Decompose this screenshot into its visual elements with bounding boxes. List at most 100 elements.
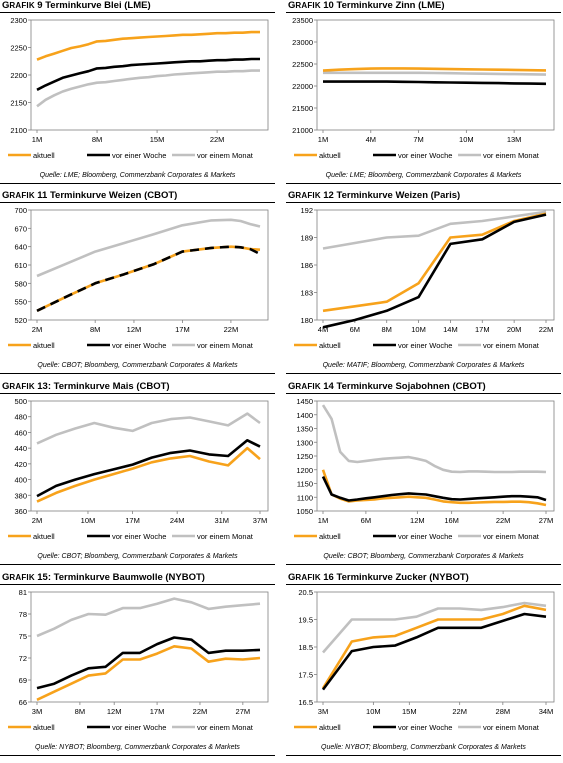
x-tick-label: 22M [193, 707, 208, 716]
chart-svg: 2100 2150 2200 2250 2300 1M 8M 15M 22M aktuell vor… [8, 16, 269, 160]
y-tick-label: 69 [19, 676, 27, 685]
x-tick-label: 22M [452, 707, 467, 716]
y-tick-label: 186 [300, 261, 313, 270]
series-line-woche [36, 438, 261, 498]
x-tick-label: 13M [507, 135, 522, 144]
x-tick-label: 4M [318, 325, 328, 334]
series-line-monat [36, 412, 261, 445]
chart-title-number: 13: [37, 381, 54, 392]
y-tick-label: 2300 [10, 16, 27, 25]
x-tick-label: 6M [361, 516, 371, 525]
y-tick-label: 400 [14, 476, 27, 485]
x-tick-label: 24M [170, 516, 185, 525]
legend-label: vor einer Woche [112, 723, 166, 732]
chart-title: GRAFIK 12 Terminkurve Weizen (Paris) [288, 190, 460, 201]
legend-label: aktuell [33, 723, 55, 732]
x-tick-label: 4M [366, 135, 376, 144]
y-tick-label: 81 [19, 588, 27, 597]
chart-title-text: Terminkurve Weizen (Paris) [336, 190, 461, 201]
y-tick-label: 22500 [292, 60, 313, 69]
chart-title-prefix-rest: RAFIK [295, 573, 324, 582]
chart-title-prefix-rest: RAFIK [9, 1, 38, 10]
series-line-monat [321, 404, 547, 474]
x-tick-label: 34M [539, 707, 554, 716]
series-line-woche [36, 245, 261, 312]
x-tick-label: 10M [411, 325, 426, 334]
plot-area-frame [30, 591, 269, 703]
series-line-woche [321, 476, 547, 502]
x-tick-label: 10M [459, 135, 474, 144]
series-line-aktuell [36, 30, 260, 61]
x-tick-label: 12M [127, 325, 142, 334]
chart-svg: 1050 1100 1150 1200 1250 1300 1350 1400 1450 1M 6M… [294, 397, 555, 541]
chart-title-text: Terminkurve Zucker (NYBOT) [336, 572, 469, 583]
x-tick-label: 1M [318, 516, 328, 525]
x-tick-label: 27M [236, 707, 251, 716]
x-tick-label: 17M [175, 325, 190, 334]
y-tick-label: 1350 [296, 425, 313, 434]
chart-title-prefix-rest: RAFIK [295, 191, 324, 200]
series-line-aktuell [36, 645, 261, 701]
chart-source: Quelle: LME; Bloomberg, Commerzbank Corp… [325, 172, 522, 179]
chart-title-number: 12 [323, 190, 337, 201]
series-line-woche [323, 80, 547, 86]
x-tick-label: 10M [366, 707, 381, 716]
series-line-woche [36, 636, 261, 690]
chart-title-number: 16 [323, 572, 337, 583]
title-rule [0, 584, 275, 585]
chart-title-prefix-rest: RAFIK [295, 1, 324, 10]
y-tick-label: 1100 [297, 493, 313, 502]
title-rule [0, 202, 275, 203]
legend-label: vor einer Woche [398, 151, 452, 160]
series-line-woche [36, 57, 260, 91]
series-line-monat [36, 69, 260, 108]
x-tick-label: 17M [150, 707, 165, 716]
x-tick-label: 22M [224, 325, 239, 334]
x-tick-label: 17M [475, 325, 490, 334]
chart-panel: GRAFIK 11 Terminkurve Weizen (CBOT) 520 55… [0, 190, 275, 380]
chart-title: GRAFIK 13: Terminkurve Mais (CBOT) [2, 381, 170, 392]
legend-label: aktuell [319, 151, 341, 160]
chart-title-text: Terminkurve Baumwolle (NYBOT) [53, 572, 205, 583]
series-line-aktuell [36, 446, 261, 503]
x-tick-label: 14M [443, 325, 458, 334]
chart-title-prefix-initial: G [288, 190, 296, 201]
chart-title: GRAFIK 9 Terminkurve Blei (LME) [2, 0, 151, 11]
chart-source: Quelle: NYBOT; Bloomberg, Commerzbank Co… [35, 744, 240, 751]
x-tick-label: 22M [539, 325, 554, 334]
chart-title-number: 10 [323, 0, 337, 11]
title-rule [286, 12, 561, 13]
legend-label: aktuell [33, 151, 55, 160]
series-line-monat [322, 601, 547, 654]
bottom-rule [0, 183, 275, 184]
chart-svg: 66 69 72 75 78 81 3M 8M 12M 17M 22M 27M aktuell vor e… [8, 588, 269, 732]
legend-label: vor einer Woche [112, 151, 166, 160]
chart-title-text: Terminkurve Blei (LME) [45, 0, 151, 11]
legend-label: vor einer Woche [398, 723, 452, 732]
x-tick-label: 8M [75, 707, 85, 716]
chart-source: Quelle: MATIF; Bloomberg, Commerzbank Co… [322, 362, 525, 369]
bottom-rule [286, 564, 561, 565]
chart-panel: GRAFIK 12 Terminkurve Weizen (Paris) 180 1… [286, 190, 561, 380]
legend-label: vor einem Monat [483, 532, 540, 541]
y-tick-label: 192 [300, 206, 313, 215]
x-tick-label: 8M [92, 135, 102, 144]
legend-label: vor einem Monat [197, 151, 254, 160]
chart-title-number: 9 [37, 0, 46, 11]
y-tick-label: 180 [300, 316, 313, 325]
x-tick-label: 37M [253, 516, 268, 525]
chart-title-prefix-initial: G [288, 0, 296, 11]
y-tick-label: 21000 [292, 126, 313, 135]
y-tick-label: 17.5 [298, 671, 313, 680]
bottom-rule [286, 373, 561, 374]
y-tick-label: 700 [14, 206, 27, 215]
y-tick-label: 580 [14, 279, 27, 288]
series-line-aktuell [36, 245, 261, 312]
legend-label: vor einem Monat [197, 341, 254, 350]
title-rule [286, 202, 561, 203]
legend-label: vor einer Woche [398, 532, 452, 541]
y-tick-label: 23000 [292, 38, 313, 47]
y-tick-label: 1150 [297, 480, 313, 489]
series-line-monat [323, 71, 547, 76]
chart-title-prefix-initial: G [2, 190, 10, 201]
